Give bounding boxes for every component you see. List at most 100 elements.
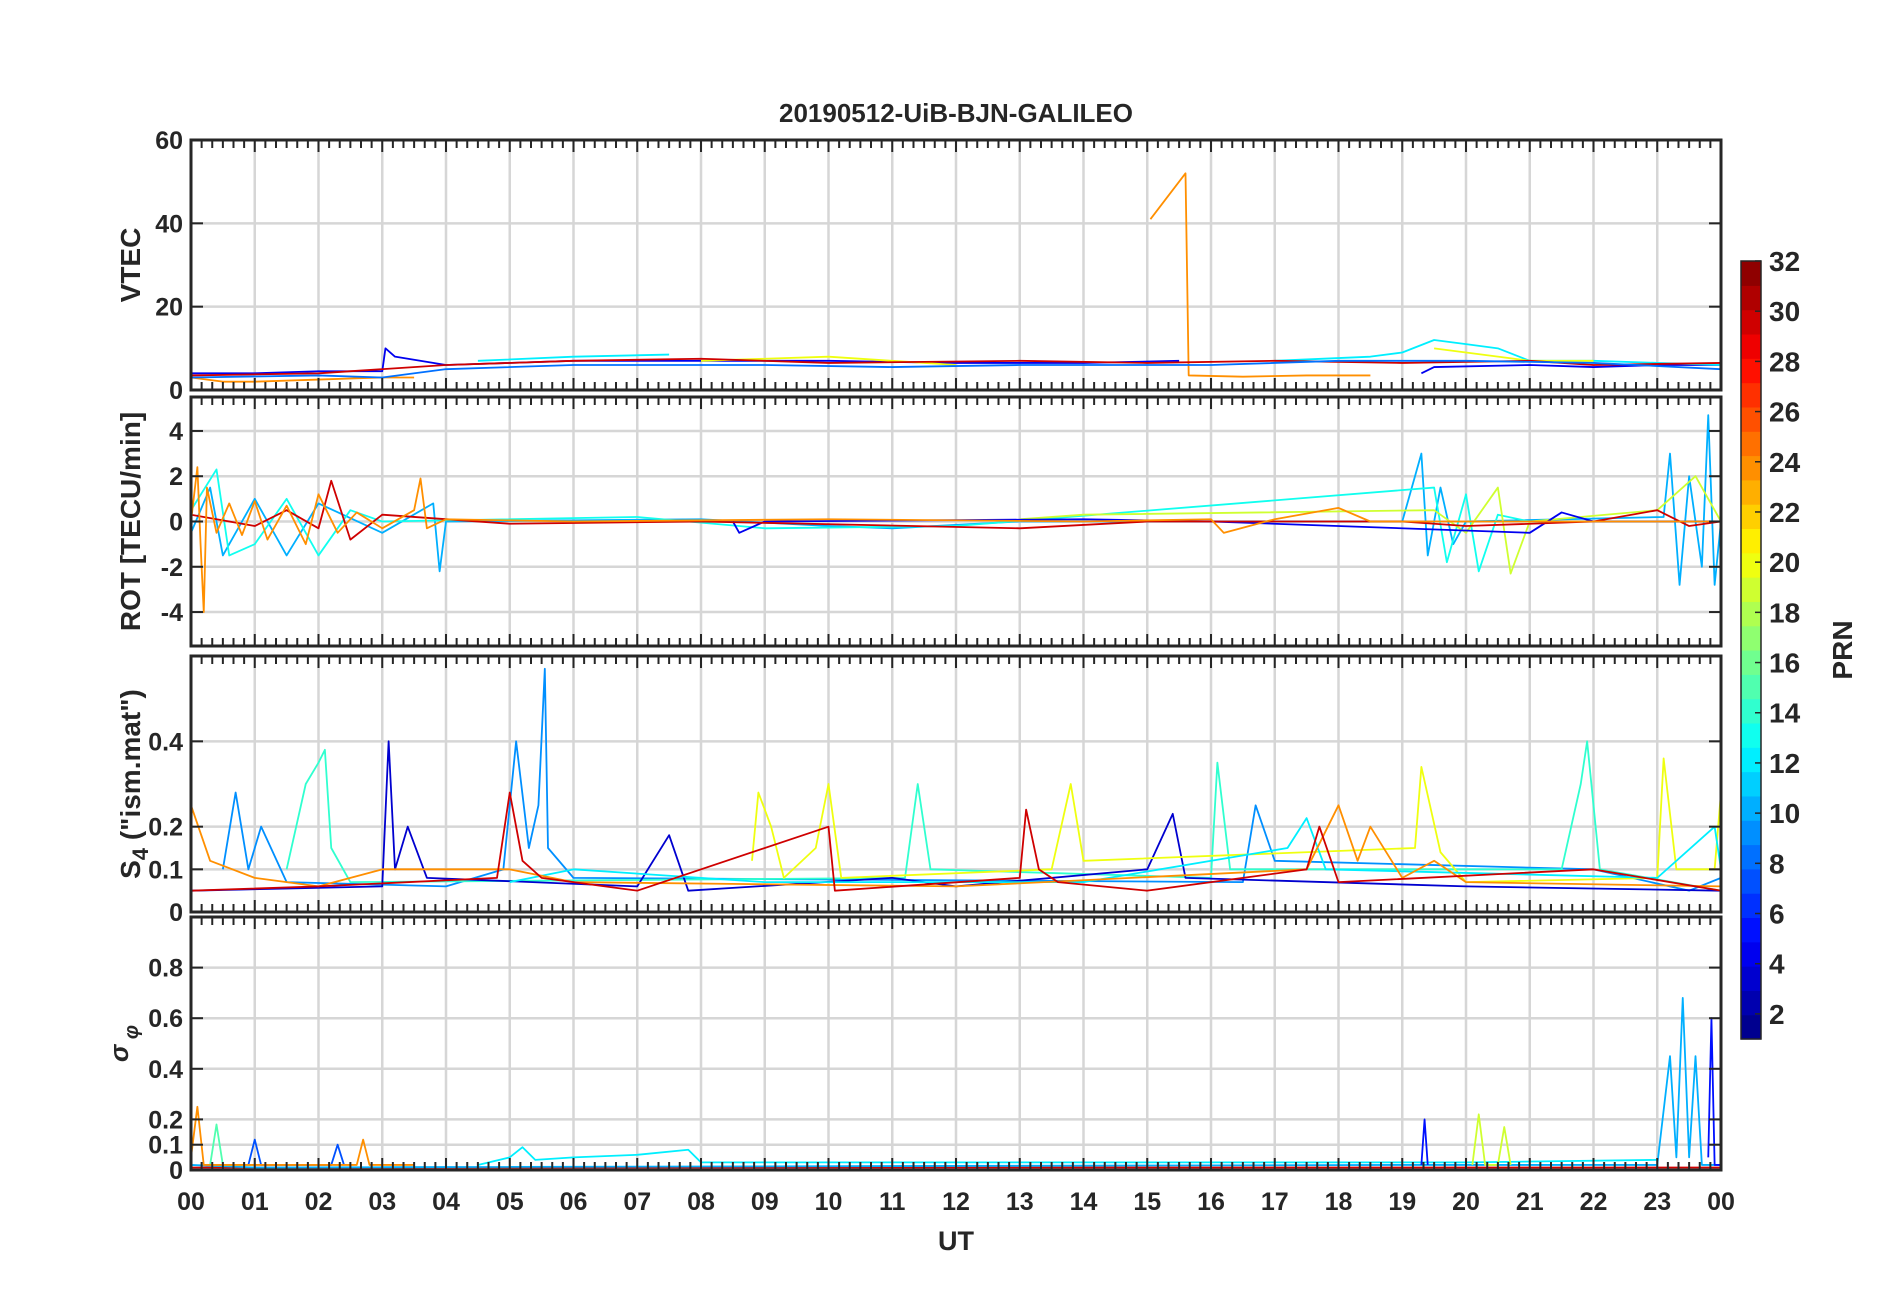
x-tick-label: 07 [623,1188,651,1216]
series-group [191,667,1721,892]
x-tick-label: 00 [1707,1188,1735,1216]
colorbar-band [1741,406,1761,432]
colorbar-tick-label: 10 [1769,798,1800,829]
colorbar-tick-label: 14 [1769,698,1801,729]
colorbar-band [1741,358,1761,384]
x-tick-label: 13 [1006,1188,1034,1216]
series-prn-19 [1019,475,1721,575]
y-tick-label: 0.4 [148,1056,183,1084]
x-tick-label: 20 [1452,1188,1480,1216]
y-tick-label: 0 [169,899,183,927]
series-prn-30 [191,791,1721,892]
y-tick-label: 4 [169,418,183,446]
y-tick-label: 0.1 [148,1132,183,1160]
y-tick-label: 60 [155,127,183,155]
x-axis-label: UT [938,1226,974,1256]
colorbar-band [1741,795,1761,821]
colorbar-tick-label: 20 [1769,547,1800,578]
x-tick-label: 23 [1643,1188,1671,1216]
x-tick-label: 10 [815,1188,843,1216]
series-prn-24 [191,804,1721,888]
colorbar-band [1741,650,1761,675]
colorbar-band [1741,820,1761,846]
series-prn-30 [191,357,1721,377]
colorbar-band [1741,455,1761,481]
colorbar-band [1741,747,1761,773]
colorbar-band [1741,917,1761,943]
colorbar-band [1741,990,1761,1016]
x-tick-label: 16 [1197,1188,1225,1216]
colorbar-band [1741,868,1761,894]
x-tick-label: 05 [496,1188,524,1216]
series-prn-24 [1149,172,1371,378]
colorbar-band [1741,333,1761,359]
series-prn-24 [191,1105,415,1166]
colorbar-band [1741,722,1761,748]
x-tick-label: 19 [1388,1188,1416,1216]
colorbar-tick-label: 22 [1769,497,1800,528]
x-tick-label: 08 [687,1188,715,1216]
y-tick-label: 0 [169,377,183,405]
series-prn-9 [221,667,1721,892]
y-tick-label: 0.2 [148,814,183,842]
x-tick-label: 00 [177,1188,205,1216]
y-tick-label: 0 [169,1157,183,1185]
x-tick-label: 06 [560,1188,588,1216]
colorbar-tick-label: 12 [1769,748,1800,779]
panel-1: 0 20 40 60 VTEC [115,127,1723,405]
colorbar-tick-label: 8 [1769,848,1785,879]
colorbar-band [1741,941,1761,967]
series-prn-8 [191,359,1721,379]
x-tick-label: 17 [1261,1188,1289,1216]
colorbar-band [1741,479,1761,505]
colorbar-frame [1740,260,1762,1040]
series-prn-12 [477,353,670,362]
colorbar-band [1741,285,1761,311]
x-tick-label: 12 [942,1188,970,1216]
colorbar-band [1741,625,1761,651]
y-axis-label: ROT [TECU/min] [115,412,146,631]
colorbar-tick-label: 6 [1769,899,1785,930]
y-axis-label: σ φ [104,1025,143,1062]
y-tick-label: 0.6 [148,1005,183,1033]
series-group [191,414,1721,613]
colorbar-band [1741,528,1761,554]
y-tick-label: -4 [161,599,183,627]
colorbar-tick-label: 28 [1769,346,1800,377]
series-prn-3 [191,740,1721,892]
x-tick-label: 21 [1516,1188,1544,1216]
colorbar-band [1741,698,1761,724]
colorbar-band [1741,1014,1761,1040]
colorbar-tick-label: 4 [1769,949,1785,980]
y-axis-label: VTEC [115,228,146,303]
y-tick-label: 0 [169,509,183,537]
colorbar-tick-label: 16 [1769,648,1800,679]
x-tick-label: 18 [1325,1188,1353,1216]
y-tick-label: 0.4 [148,728,183,756]
colorbar-tick-label: 2 [1769,999,1785,1030]
y-tick-label: 20 [155,294,183,322]
x-tick-label: 03 [368,1188,396,1216]
series-prn-30 [191,479,1721,541]
colorbar-band [1741,431,1761,457]
x-tick-labels: 00 01 02 03 04 05 06 07 08 09 10 11 12 13 14 15 16 17 18 19… [177,1188,1735,1216]
x-tick-label: 04 [432,1188,460,1216]
series-prn-20 [751,757,1721,884]
series-prn-20 [1434,347,1594,362]
colorbar-band [1741,674,1761,700]
series-prn-12 [509,817,1721,884]
series-prn-4 [1420,364,1721,375]
series-group [191,172,1721,383]
x-tick-label: 11 [879,1188,906,1216]
colorbar-band [1741,844,1761,870]
colorbar-band [1741,577,1761,602]
x-tick-label: 15 [1133,1188,1161,1216]
colorbar-band [1741,382,1761,408]
colorbar-tick-label: 30 [1769,296,1800,327]
y-tick-label: -2 [161,554,183,582]
x-tick-label: 14 [1070,1188,1098,1216]
x-tick-label: 09 [751,1188,779,1216]
panel-3: 0 0.1 0.2 0.4S4 ("ism.mat") [115,654,1723,927]
colorbar-tick-label: 26 [1769,397,1800,428]
